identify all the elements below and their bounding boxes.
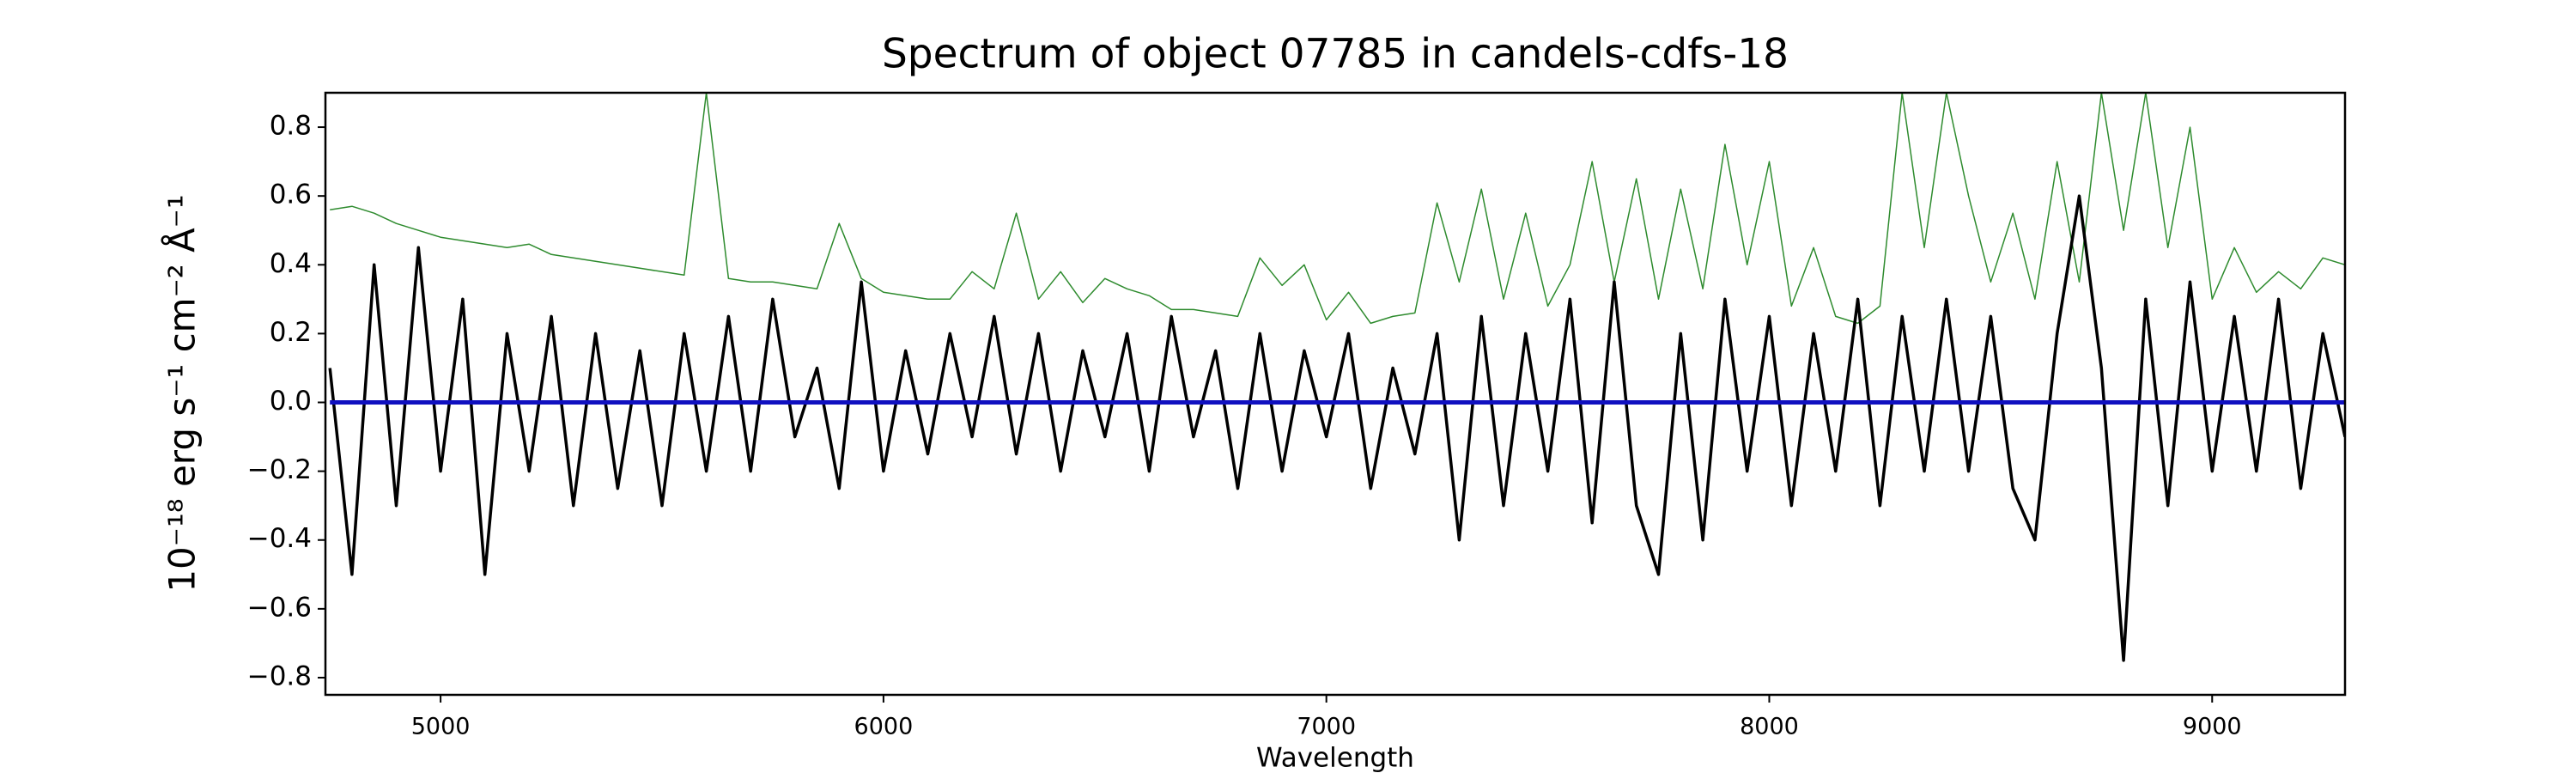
- plot-frame: [324, 91, 2347, 697]
- spectrum-line: [328, 194, 2345, 662]
- y-tick-label: −0.6: [247, 592, 312, 623]
- y-tick-label: 0.2: [270, 317, 312, 348]
- y-axis-label: 10⁻¹⁸ erg s⁻¹ cm⁻² Å⁻¹: [161, 194, 204, 592]
- plot-area: [328, 93, 2345, 662]
- x-axis-label: Wavelength: [1256, 743, 1414, 773]
- y-tick-label: −0.2: [247, 454, 312, 485]
- x-tick-label: 9000: [2183, 714, 2242, 740]
- y-tick-label: 0.6: [270, 180, 312, 210]
- y-tick-label: −0.4: [247, 523, 312, 554]
- x-tick-label: 7000: [1297, 714, 1356, 740]
- x-tick-label: 5000: [411, 714, 471, 740]
- x-tick-label: 8000: [1740, 714, 1799, 740]
- x-tick-label: 6000: [854, 714, 914, 740]
- y-tick-label: 0.8: [270, 111, 312, 142]
- y-tick-label: −0.8: [247, 660, 312, 691]
- y-tick-label: 0.0: [270, 386, 312, 417]
- y-tick-label: 0.4: [270, 248, 312, 279]
- spectrum-line: [330, 93, 2345, 325]
- chart-title: Spectrum of object 07785 in candels-cdfs…: [882, 31, 1789, 78]
